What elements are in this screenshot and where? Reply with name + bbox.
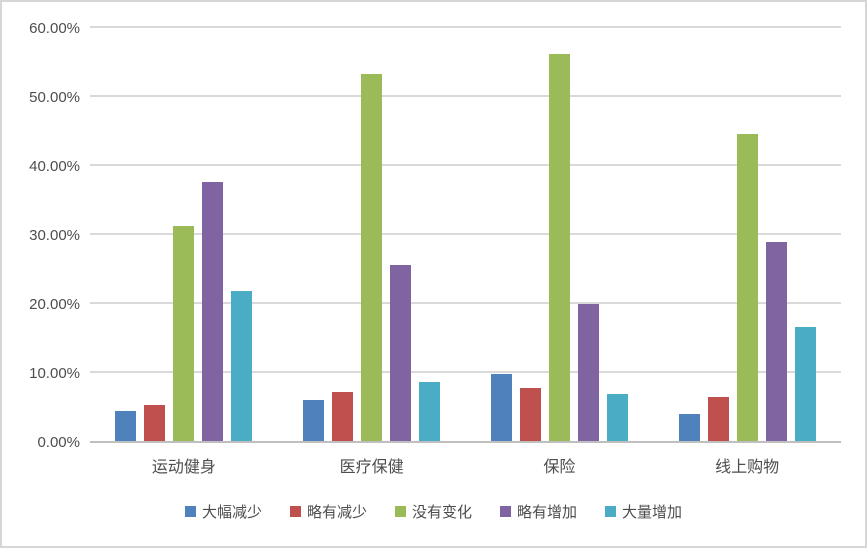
y-axis-label-10.00%: 10.00% [29, 365, 80, 382]
bar-保险-略有增加 [577, 303, 599, 441]
x-axis-label-线上购物: 线上购物 [715, 459, 780, 476]
bar-线上购物-大幅减少 [678, 414, 700, 441]
legend-item-没有变化: 没有变化 [394, 501, 472, 522]
legend-item-大幅减少: 大幅减少 [184, 501, 262, 522]
x-axis-label-保险: 保险 [543, 459, 576, 476]
y-axis-label-60.00%: 60.00% [29, 20, 80, 37]
plot-area [90, 26, 841, 443]
bar-医疗保健-没有变化 [361, 73, 383, 441]
bar-线上购物-略有增加 [765, 241, 787, 441]
bar-运动健身-大幅减少 [115, 410, 137, 441]
bar-保险-略有减少 [519, 387, 541, 441]
y-axis-label-40.00%: 40.00% [29, 158, 80, 175]
legend: 大幅减少 略有减少 没有变化 略有增加 大量增加 [2, 501, 865, 522]
bar-医疗保健-大幅减少 [303, 399, 325, 441]
legend-swatch-icon [184, 506, 196, 517]
x-axis-label-运动健身: 运动健身 [151, 459, 216, 476]
bar-运动健身-没有变化 [173, 225, 195, 441]
gridline-60 [90, 26, 841, 28]
y-axis-label-50.00%: 50.00% [29, 89, 80, 106]
bar-线上购物-略有减少 [707, 396, 729, 441]
bar-线上购物-没有变化 [736, 133, 758, 441]
x-axis-label-医疗保健: 医疗保健 [339, 459, 404, 476]
gridline-40 [90, 164, 841, 166]
y-axis-label-20.00%: 20.00% [29, 296, 80, 313]
legend-item-大量增加: 大量增加 [605, 501, 682, 522]
legend-label: 略有减少 [306, 504, 367, 521]
legend-label: 大量增加 [622, 504, 683, 521]
bar-线上购物-大量增加 [794, 327, 816, 441]
legend-item-略有减少: 略有减少 [289, 501, 367, 522]
bar-运动健身-略有增加 [202, 181, 224, 441]
legend-item-略有增加: 略有增加 [500, 501, 577, 522]
legend-label: 大幅减少 [201, 504, 262, 521]
legend-swatch-icon [289, 506, 301, 517]
legend-label: 没有变化 [411, 504, 472, 521]
bar-保险-大幅减少 [490, 374, 512, 441]
bar-group-运动健身 [90, 29, 278, 441]
bar-运动健身-大量增加 [231, 291, 253, 441]
bar-医疗保健-略有减少 [332, 392, 354, 441]
bar-保险-大量增加 [606, 394, 628, 441]
bar-group-线上购物 [653, 29, 841, 441]
y-axis-label-0.00%: 0.00% [37, 434, 80, 451]
bar-group-医疗保健 [278, 29, 466, 441]
legend-swatch-icon [500, 506, 511, 517]
legend-label: 略有增加 [517, 504, 578, 521]
gridline-30 [90, 233, 841, 235]
bar-group-保险 [466, 29, 654, 441]
bar-医疗保健-大量增加 [419, 382, 441, 441]
bar-医疗保健-略有增加 [390, 265, 412, 441]
gridline-20 [90, 302, 841, 304]
gridline-50 [90, 95, 841, 97]
gridline-10 [90, 371, 841, 373]
legend-swatch-icon [605, 506, 617, 517]
legend-swatch-icon [394, 506, 406, 517]
x-axis: 运动健身 医疗保健 保险 线上购物 [90, 453, 841, 477]
bar-groups [90, 29, 841, 441]
bar-保险-没有变化 [548, 53, 570, 441]
bar-运动健身-略有减少 [144, 405, 166, 441]
y-axis-label-30.00%: 30.00% [29, 227, 80, 244]
